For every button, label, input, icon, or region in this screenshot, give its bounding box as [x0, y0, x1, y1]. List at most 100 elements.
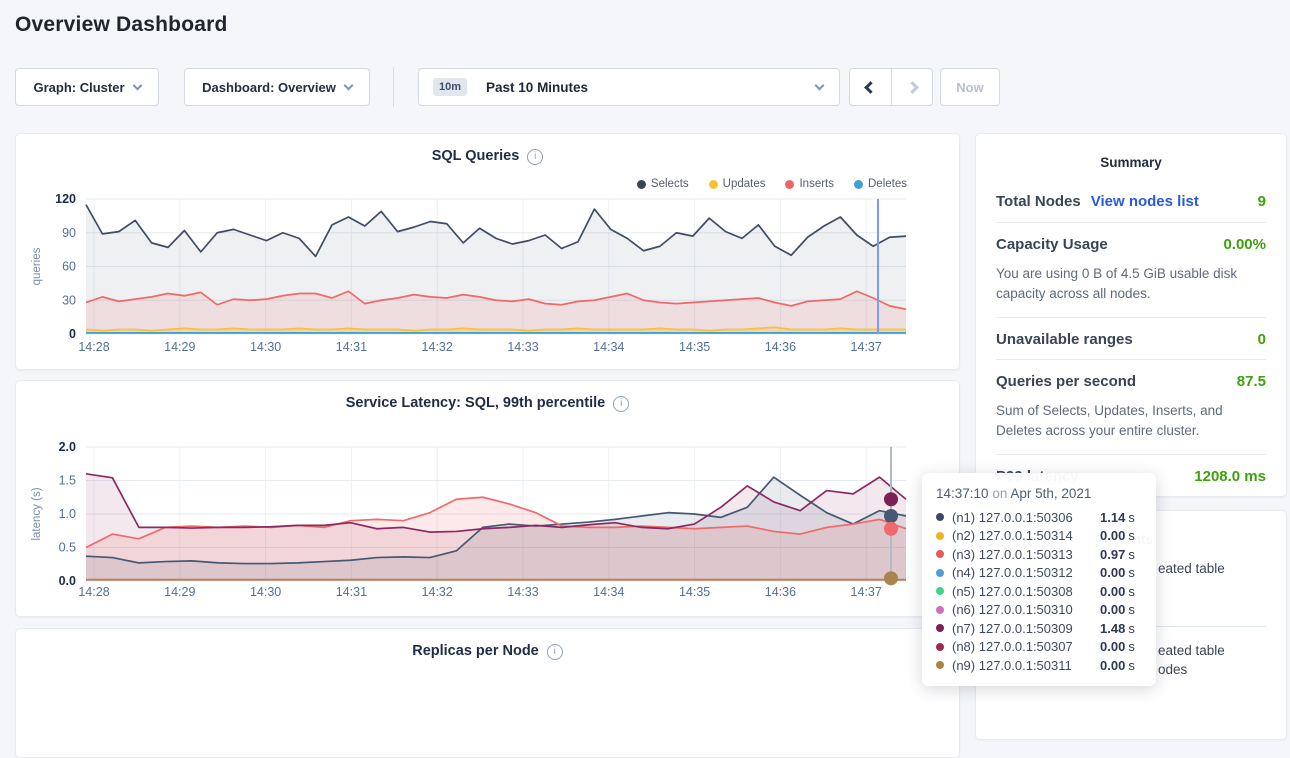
summary-divider — [996, 359, 1266, 361]
svg-text:14:28: 14:28 — [78, 340, 109, 354]
svg-text:14:35: 14:35 — [679, 585, 710, 599]
tooltip-node-row: (n2) 127.0.0.1:50314 0.00 s — [936, 527, 1142, 546]
legend-label: Inserts — [799, 178, 834, 190]
event-item-fragment: eated table — [1158, 643, 1225, 658]
overview-dashboard-page: { "page": { "title": "Overview Dashboard… — [15, 13, 1287, 758]
node-color-dot-icon — [936, 605, 944, 614]
svg-text:14:32: 14:32 — [422, 585, 453, 599]
summary-row-unavailable-ranges: Unavailable ranges 0 — [996, 318, 1266, 359]
tooltip-timestamp: 14:37:10 on Apr 5th, 2021 — [936, 486, 1092, 501]
svg-text:14:28: 14:28 — [78, 585, 109, 599]
time-range-label: Past 10 Minutes — [486, 79, 589, 95]
sql-queries-title: SQL Queries i — [16, 148, 959, 165]
legend-item: Deletes — [854, 178, 907, 190]
node-latency-unit: s — [1128, 528, 1135, 544]
node-latency-unit: s — [1128, 639, 1135, 655]
svg-text:120: 120 — [55, 192, 76, 206]
tooltip-node-row: (n7) 127.0.0.1:50309 1.48 s — [936, 619, 1142, 638]
tooltip-node-row: (n8) 127.0.0.1:50307 0.00 s — [936, 638, 1142, 657]
time-next-button[interactable] — [891, 68, 933, 106]
capacity-usage-value: 0.00% — [1223, 236, 1266, 253]
chevron-down-icon — [814, 80, 825, 90]
time-prev-button[interactable] — [849, 68, 891, 106]
chart-title-text: SQL Queries — [431, 148, 520, 164]
node-latency-value: 0.00 — [1100, 583, 1126, 599]
info-icon[interactable]: i — [613, 396, 630, 412]
chart-legend: Selects Updates Inserts Deletes — [636, 178, 907, 190]
legend-dot-icon — [708, 179, 718, 189]
node-address: (n2) 127.0.0.1:50314 — [952, 528, 1073, 544]
node-latency-unit: s — [1128, 620, 1135, 636]
node-color-dot-icon — [936, 642, 944, 651]
node-color-dot-icon — [936, 624, 944, 633]
summary-title: Summary — [1100, 155, 1162, 170]
time-now-button[interactable]: Now — [940, 68, 1000, 106]
capacity-usage-description: You are using 0 B of 4.5 GiB usable disk… — [996, 266, 1238, 301]
tooltip-node-row: (n4) 127.0.0.1:50312 0.00 s — [936, 564, 1142, 583]
node-color-dot-icon — [936, 550, 944, 559]
qps-description: Sum of Selects, Updates, Inserts, and De… — [996, 403, 1223, 438]
summary-row-qps: Queries per second 87.5 — [996, 360, 1266, 401]
toolbar-divider — [393, 67, 394, 107]
node-address: (n9) 127.0.0.1:50311 — [952, 657, 1072, 673]
svg-text:14:31: 14:31 — [336, 340, 367, 354]
node-latency-value: 1.14 — [1100, 509, 1126, 525]
svg-text:latency (s): latency (s) — [31, 487, 43, 540]
service-latency-chart[interactable]: 14:28 14:29 14:30 14:31 14:32 14:33 14:34 14:35… — [16, 381, 961, 618]
svg-text:60: 60 — [62, 260, 76, 274]
svg-text:14:29: 14:29 — [164, 340, 195, 354]
svg-text:1.5: 1.5 — [59, 474, 76, 488]
summary-panel: Summary Total Nodes View nodes list 9 Cap… — [975, 133, 1287, 497]
node-latency-unit: s — [1128, 602, 1135, 618]
node-address: (n5) 127.0.0.1:50308 — [952, 583, 1073, 599]
graph-dropdown[interactable]: Graph: Cluster — [15, 68, 159, 106]
svg-text:14:36: 14:36 — [765, 340, 796, 354]
node-color-dot-icon — [936, 513, 944, 522]
summary-row-total-nodes: Total Nodes View nodes list 9 — [996, 180, 1266, 222]
queries-per-second-label: Queries per second — [996, 373, 1137, 391]
node-address: (n6) 127.0.0.1:50310 — [952, 602, 1073, 618]
svg-text:14:34: 14:34 — [593, 585, 624, 599]
svg-text:14:29: 14:29 — [164, 585, 195, 599]
svg-text:14:33: 14:33 — [507, 340, 538, 354]
view-nodes-list-link[interactable]: View nodes list — [1090, 193, 1199, 210]
chevron-down-icon — [132, 80, 142, 90]
chevron-left-icon — [864, 80, 877, 94]
legend-item: Updates — [708, 178, 766, 190]
node-address: (n4) 127.0.0.1:50312 — [952, 565, 1073, 581]
chart-title-text: Replicas per Node — [412, 643, 539, 659]
svg-text:14:35: 14:35 — [679, 340, 710, 354]
summary-divider — [996, 454, 1266, 456]
svg-text:0: 0 — [69, 327, 76, 341]
dashboard-dropdown[interactable]: Dashboard: Overview — [184, 68, 370, 106]
node-latency-value: 0.00 — [1100, 639, 1126, 655]
node-latency-value: 1.48 — [1100, 620, 1126, 636]
legend-label: Updates — [722, 178, 766, 190]
legend-dot-icon — [854, 179, 863, 189]
tooltip-node-row: (n1) 127.0.0.1:50306 1.14 s — [936, 508, 1142, 527]
node-latency-value: 0.97 — [1100, 546, 1126, 562]
tooltip-node-list: (n1) 127.0.0.1:50306 1.14 s (n2) 127.0.0.1:… — [936, 508, 1142, 675]
sql-queries-chart[interactable]: 14:28 14:29 14:30 14:31 14:32 14:33 14:34 14:35… — [16, 134, 961, 371]
svg-text:14:37: 14:37 — [851, 340, 882, 354]
svg-text:queries: queries — [31, 247, 43, 285]
node-latency-value: 0.00 — [1100, 528, 1126, 544]
dashboard-dropdown-label: Dashboard: Overview — [202, 79, 336, 95]
tooltip-node-row: (n9) 127.0.0.1:50311 0.00 s — [936, 656, 1142, 675]
unavailable-ranges-label: Unavailable ranges — [996, 331, 1133, 349]
node-latency-unit: s — [1128, 509, 1135, 525]
node-address: (n8) 127.0.0.1:50307 — [952, 639, 1073, 655]
tooltip-node-row: (n5) 127.0.0.1:50308 0.00 s — [936, 582, 1142, 601]
summary-divider — [996, 222, 1266, 223]
time-range-selector[interactable]: 10m Past 10 Minutes — [418, 68, 840, 106]
info-icon[interactable]: i — [527, 149, 544, 165]
info-icon[interactable]: i — [546, 644, 563, 660]
svg-text:14:31: 14:31 — [336, 585, 367, 599]
total-nodes-value: 9 — [1257, 193, 1266, 210]
svg-text:0.0: 0.0 — [59, 574, 76, 588]
node-color-dot-icon — [936, 531, 944, 540]
svg-text:1.0: 1.0 — [59, 507, 76, 521]
legend-item: Selects — [636, 178, 689, 190]
tooltip-node-row: (n6) 127.0.0.1:50310 0.00 s — [936, 601, 1142, 620]
legend-dot-icon — [785, 179, 795, 189]
